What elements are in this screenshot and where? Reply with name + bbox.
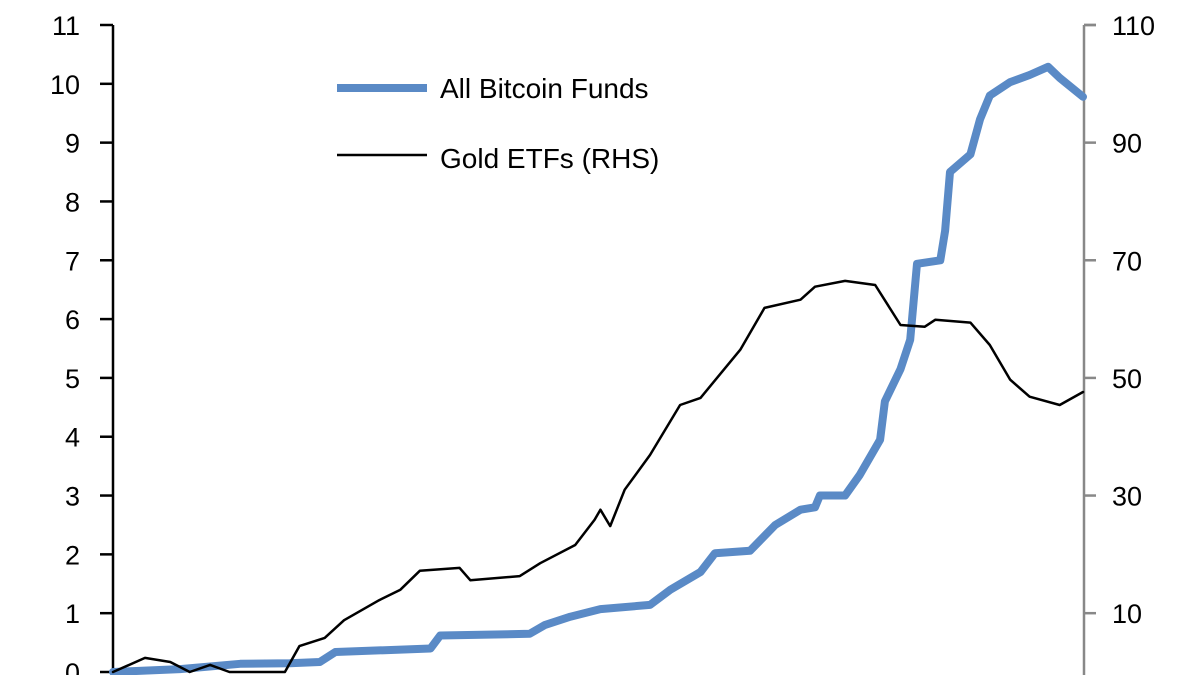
right-tick-label: 30 xyxy=(1112,482,1142,512)
left-tick-label: 9 xyxy=(65,129,80,159)
left-tick-label: 2 xyxy=(65,540,80,570)
legend-label-bitcoin: All Bitcoin Funds xyxy=(440,73,649,104)
right-y-axis: 10 30 50 70 90 110 xyxy=(1082,11,1155,675)
left-tick-label: 7 xyxy=(65,246,80,276)
series-line-bitcoin-funds xyxy=(109,62,1087,675)
right-tick-label: 90 xyxy=(1112,129,1142,159)
right-tick-label: 70 xyxy=(1112,246,1142,276)
right-tick-label: 110 xyxy=(1112,11,1155,41)
right-tick-label: 10 xyxy=(1112,599,1142,629)
right-tick-label: 50 xyxy=(1112,364,1142,394)
left-tick-label: 0 xyxy=(65,658,80,675)
left-tick-label: 5 xyxy=(65,364,80,394)
left-tick-label: 1 xyxy=(65,599,80,629)
series-lines xyxy=(109,62,1087,675)
legend-label-gold: Gold ETFs (RHS) xyxy=(440,143,659,174)
left-tick-label: 6 xyxy=(65,305,80,335)
left-tick-label: 4 xyxy=(65,423,80,453)
series-line-gold-etfs xyxy=(111,279,1085,674)
legend: All Bitcoin Funds Gold ETFs (RHS) xyxy=(337,73,659,174)
left-tick-label: 11 xyxy=(52,11,80,41)
left-tick-label: 3 xyxy=(65,482,80,512)
left-tick-label: 10 xyxy=(50,70,80,100)
left-tick-label: 8 xyxy=(65,187,80,217)
left-y-axis: 0 1 2 3 4 5 6 7 8 9 10 11 xyxy=(50,11,115,675)
